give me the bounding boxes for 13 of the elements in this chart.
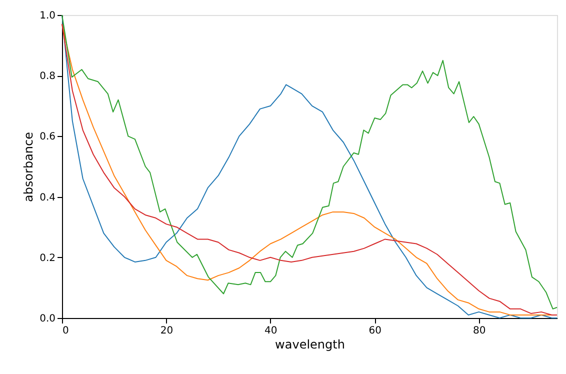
y-tick-label: 1.0 (40, 10, 56, 22)
x-tick-label: 60 (368, 326, 382, 336)
y-tick-label: 0.0 (40, 314, 56, 324)
y-tick-label: 0.8 (40, 71, 56, 82)
y-tick-label: 0.2 (40, 252, 56, 264)
y-axis-title: absorbance (22, 132, 36, 202)
y-tick-label: 0.6 (40, 132, 56, 143)
x-tick-label: 40 (264, 326, 278, 336)
x-tick-label: 20 (160, 326, 174, 336)
x-axis-title: wavelength (275, 338, 345, 352)
y-tick-label: 0.4 (40, 192, 56, 204)
x-tick-label: 80 (472, 326, 486, 336)
x-tick-label: 0 (62, 326, 69, 336)
